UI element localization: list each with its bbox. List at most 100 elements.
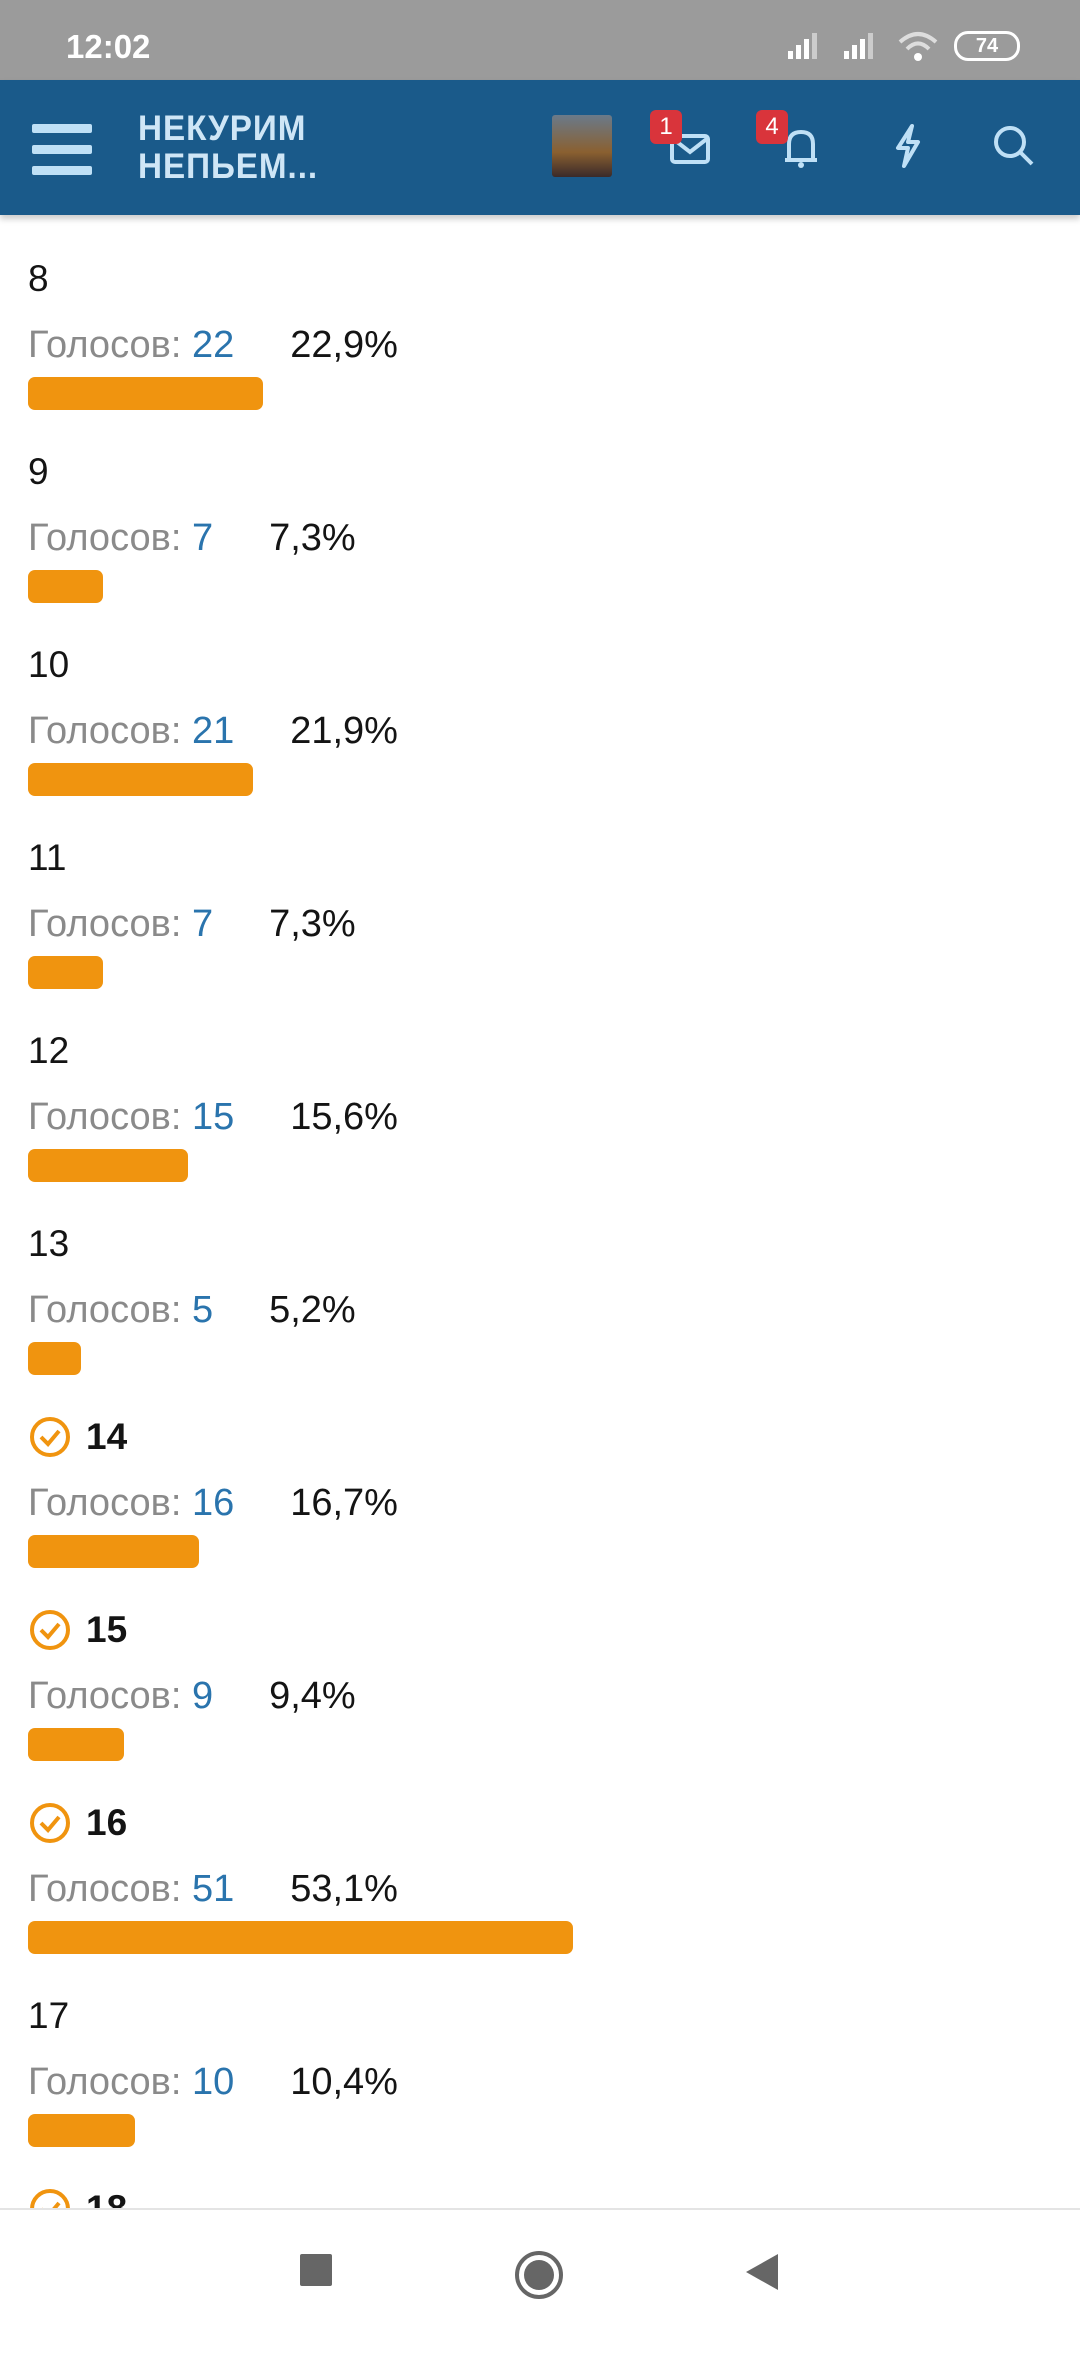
option-label-row: 11 <box>28 828 1058 888</box>
vote-bar <box>28 956 103 989</box>
votes-label: Голосов: <box>28 324 182 366</box>
menu-icon[interactable] <box>32 124 92 175</box>
vote-count-row: Голосов: 21 21,9% <box>28 701 1058 761</box>
poll-option: 11 Голосов: 7 7,3% <box>28 828 1058 1021</box>
vote-percent: 7,3% <box>269 517 356 559</box>
option-label-row: 10 <box>28 635 1058 695</box>
vote-percent: 5,2% <box>269 1289 356 1331</box>
poll-option: 16 Голосов: 51 53,1% <box>28 1793 1058 1986</box>
option-label-row: 12 <box>28 1021 1058 1081</box>
option-label: 13 <box>28 1223 70 1264</box>
vote-bar <box>28 1149 189 1182</box>
system-nav-bar <box>0 2208 1080 2340</box>
option-label: 14 <box>86 1416 128 1457</box>
option-label: 17 <box>28 1995 70 2036</box>
vote-bar <box>28 570 103 603</box>
option-label-row: 16 <box>28 1793 1058 1853</box>
vote-bar <box>28 1342 82 1375</box>
vote-bar <box>28 1728 125 1761</box>
home-icon[interactable] <box>514 2250 564 2300</box>
status-time: 12:02 <box>66 28 151 65</box>
vote-percent: 53,1% <box>290 1868 398 1910</box>
votes-label: Голосов: <box>28 2061 182 2103</box>
vote-count[interactable]: 16 <box>191 1482 235 1524</box>
vote-count[interactable]: 7 <box>191 517 214 559</box>
vote-count-row: Голосов: 5 5,2% <box>28 1280 1058 1340</box>
poll-option: 9 Голосов: 7 7,3% <box>28 442 1058 635</box>
vote-bar <box>28 1535 200 1568</box>
wifi-icon <box>898 32 938 61</box>
poll-option: 10 Голосов: 21 21,9% <box>28 635 1058 828</box>
vote-count[interactable]: 15 <box>191 1096 235 1138</box>
option-label-row: 14 <box>28 1407 1058 1467</box>
vote-count-row: Голосов: 7 7,3% <box>28 894 1058 954</box>
option-label: 9 <box>28 451 49 492</box>
votes-label: Голосов: <box>28 710 182 752</box>
messages-badge: 1 <box>650 110 682 144</box>
votes-label: Голосов: <box>28 1289 182 1331</box>
vote-count[interactable]: 5 <box>191 1289 214 1331</box>
search-icon[interactable] <box>988 120 1040 172</box>
site-logo[interactable]: НЕКУРИМ НЕПЬЕМ... <box>138 109 319 186</box>
votes-label: Голосов: <box>28 1868 182 1910</box>
vote-count-row: Голосов: 10 10,4% <box>28 2052 1058 2112</box>
option-label-row: 8 <box>28 249 1058 309</box>
vote-count[interactable]: 21 <box>191 710 235 752</box>
poll-option: 8 Голосов: 22 22,9% <box>28 249 1058 442</box>
vote-count[interactable]: 51 <box>191 1868 235 1910</box>
vote-bar <box>28 1921 573 1954</box>
vote-bar <box>28 2114 135 2147</box>
poll-option: 13 Голосов: 5 5,2% <box>28 1214 1058 1407</box>
signal-icon <box>788 33 817 59</box>
vote-percent: 16,7% <box>290 1482 398 1524</box>
vote-count-row: Голосов: 22 22,9% <box>28 315 1058 375</box>
vote-bar <box>28 377 263 410</box>
option-label-row: 9 <box>28 442 1058 502</box>
vote-count-row: Голосов: 51 53,1% <box>28 1859 1058 1919</box>
lightning-icon[interactable] <box>882 120 934 172</box>
status-bar: 12:02 74 <box>0 0 1080 80</box>
alerts-badge: 4 <box>756 110 788 144</box>
option-label: 10 <box>28 644 70 685</box>
option-label: 11 <box>28 837 67 878</box>
poll-option: 12 Голосов: 15 15,6% <box>28 1021 1058 1214</box>
check-circle-icon <box>28 1608 72 1652</box>
option-label-row: 15 <box>28 1600 1058 1660</box>
battery-icon: 74 <box>954 31 1020 61</box>
vote-count-row: Голосов: 9 9,4% <box>28 1666 1058 1726</box>
vote-percent: 7,3% <box>269 903 356 945</box>
vote-count[interactable]: 22 <box>191 324 235 366</box>
option-label-row: 13 <box>28 1214 1058 1274</box>
check-circle-icon <box>28 1415 72 1459</box>
vote-count-row: Голосов: 15 15,6% <box>28 1087 1058 1147</box>
avatar[interactable] <box>552 115 612 177</box>
votes-label: Голосов: <box>28 1675 182 1717</box>
vote-percent: 10,4% <box>290 2061 398 2103</box>
votes-label: Голосов: <box>28 903 182 945</box>
app-header: НЕКУРИМ НЕПЬЕМ... 1 4 <box>0 80 1080 215</box>
poll-option: 14 Голосов: 16 16,7% <box>28 1407 1058 1600</box>
check-circle-icon <box>28 1801 72 1845</box>
option-label-row: 17 <box>28 1986 1058 2046</box>
vote-count-row: Голосов: 7 7,3% <box>28 508 1058 568</box>
vote-count[interactable]: 10 <box>191 2061 235 2103</box>
vote-count[interactable]: 9 <box>191 1675 214 1717</box>
bell-icon[interactable] <box>775 120 827 172</box>
poll-option: 17 Голосов: 10 10,4% <box>28 1986 1058 2179</box>
vote-percent: 22,9% <box>290 324 398 366</box>
recents-icon[interactable] <box>300 2254 334 2288</box>
back-icon[interactable] <box>742 2252 782 2292</box>
poll-results: 8 Голосов: 22 22,9% 9 Голосов: 7 7,3% 10 Голосо… <box>28 249 1058 2372</box>
option-label: 12 <box>28 1030 70 1071</box>
vote-bar <box>28 763 253 796</box>
option-label: 16 <box>86 1802 128 1843</box>
votes-label: Голосов: <box>28 1482 182 1524</box>
signal-icon <box>844 33 873 59</box>
vote-percent: 15,6% <box>290 1096 398 1138</box>
vote-percent: 21,9% <box>290 710 398 752</box>
votes-label: Голосов: <box>28 517 182 559</box>
vote-count[interactable]: 7 <box>191 903 214 945</box>
votes-label: Голосов: <box>28 1096 182 1138</box>
option-label: 15 <box>86 1609 128 1650</box>
vote-percent: 9,4% <box>269 1675 356 1717</box>
